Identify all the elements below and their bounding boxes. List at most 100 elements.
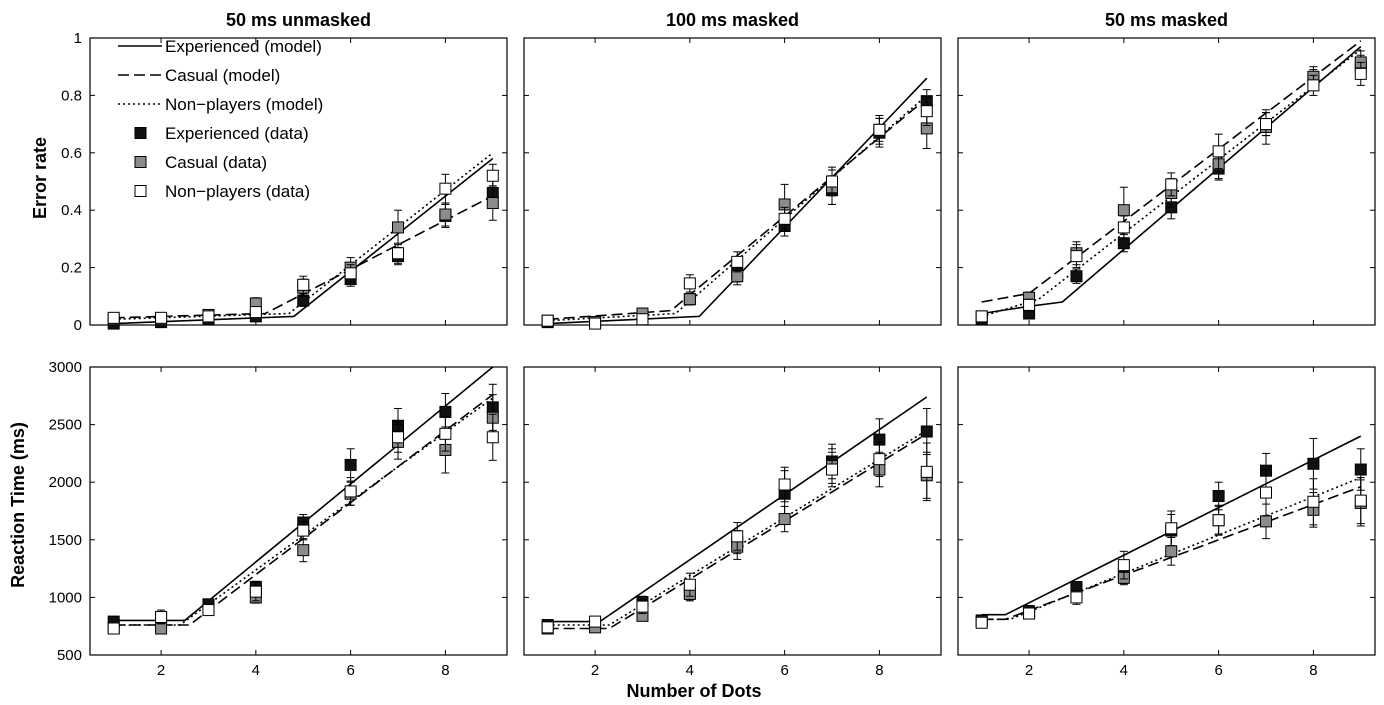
data-point-2	[344, 267, 357, 280]
data-point-2	[1354, 494, 1367, 507]
data-point-2	[683, 277, 696, 290]
data-point-1	[778, 513, 791, 526]
data-point-2	[344, 485, 357, 498]
data-point-2	[826, 463, 839, 476]
data-point-2	[778, 478, 791, 491]
y-tick-label: 500	[57, 647, 82, 664]
series-line-0	[981, 45, 1362, 315]
legend-marker-swatch	[134, 185, 147, 197]
data-point-2	[392, 247, 405, 260]
data-point-2	[975, 310, 988, 323]
x-tick-label: 8	[875, 662, 883, 679]
legend-label: Experienced (model)	[165, 37, 322, 56]
data-point-2	[392, 431, 405, 444]
data-point-0	[1354, 463, 1367, 476]
legend: Experienced (model) Casual (model) Non−pla…	[118, 37, 323, 201]
panel-r0-c2: 50 ms masked	[957, 10, 1376, 326]
x-tick-label: 6	[1214, 662, 1222, 679]
series-line-1	[547, 433, 928, 630]
x-tick-label: 6	[346, 662, 354, 679]
plot-frame	[523, 366, 942, 656]
data-point-0	[1070, 270, 1083, 283]
data-point-2	[1260, 486, 1273, 499]
series-line-2	[113, 397, 494, 626]
data-point-2	[486, 431, 499, 444]
panel-title: 100 ms masked	[666, 10, 799, 30]
x-tick-label: 2	[591, 662, 599, 679]
legend-label: Non−players (data)	[165, 182, 310, 201]
data-point-2	[589, 317, 602, 330]
y-tick-label: 1500	[49, 532, 82, 549]
data-point-2	[249, 306, 262, 319]
data-point-2	[589, 615, 602, 628]
data-point-2	[297, 524, 310, 537]
data-point-2	[920, 105, 933, 118]
data-point-1	[1260, 515, 1273, 528]
series-line-2	[981, 476, 1362, 621]
y-tick-label: 0.6	[61, 145, 82, 162]
legend-label: Casual (model)	[165, 66, 280, 85]
data-point-2	[202, 310, 215, 323]
data-point-0	[1307, 457, 1320, 470]
legend-item: Casual (data)	[134, 153, 267, 172]
y-tick-label: 1	[74, 30, 82, 47]
panels: 50 ms unmasked 0 0.2 0.4 0.6 0.8 1 100 ms maske…	[49, 10, 1376, 679]
data-point-1	[155, 622, 168, 635]
data-point-2	[636, 600, 649, 613]
panel-r0-c1: 100 ms masked	[523, 10, 942, 330]
data-point-2	[975, 616, 988, 629]
data-point-2	[541, 621, 554, 634]
data-point-1	[439, 208, 452, 221]
data-point-2	[439, 182, 452, 195]
data-point-2	[826, 175, 839, 188]
data-point-1	[392, 221, 405, 234]
legend-marker-swatch	[134, 127, 147, 139]
y-tick-label: 2500	[49, 417, 82, 434]
data-point-2	[1023, 298, 1036, 311]
data-point-2	[778, 212, 791, 225]
data-point-2	[1165, 178, 1178, 191]
legend-item: Non−players (model)	[118, 95, 323, 114]
series-line-2	[547, 429, 928, 626]
data-point-2	[1260, 118, 1273, 131]
y-tick-label: 0.4	[61, 202, 82, 219]
x-tick-label: 4	[1120, 662, 1128, 679]
data-point-2	[155, 610, 168, 623]
data-point-2	[107, 311, 120, 324]
x-tick-label: 6	[780, 662, 788, 679]
data-point-2	[636, 313, 649, 326]
data-point-2	[873, 453, 886, 466]
data-point-0	[920, 425, 933, 438]
y-tick-label: 3000	[49, 359, 82, 376]
data-point-2	[202, 604, 215, 617]
legend-item: Non−players (data)	[134, 182, 310, 201]
x-tick-label: 4	[686, 662, 694, 679]
y-axis-label-error-rate: Error rate	[30, 137, 50, 219]
series-line-0	[113, 157, 494, 325]
data-point-2	[1165, 522, 1178, 535]
legend-label: Non−players (model)	[165, 95, 323, 114]
legend-item: Experienced (model)	[118, 37, 322, 56]
legend-label: Casual (data)	[165, 153, 267, 172]
legend-marker-swatch	[134, 156, 147, 168]
series-line-0	[981, 435, 1362, 616]
data-point-2	[249, 585, 262, 598]
panel-r1-c1: 2 4 6 8	[523, 366, 942, 679]
data-point-2	[1212, 145, 1225, 158]
panel-r1-c2: 2 4 6 8	[957, 366, 1376, 679]
data-point-2	[155, 311, 168, 324]
data-point-2	[1023, 607, 1036, 620]
x-tick-label: 2	[157, 662, 165, 679]
data-point-2	[1354, 67, 1367, 80]
panel-r0-c0: 50 ms unmasked 0 0.2 0.4 0.6 0.8 1	[61, 10, 508, 334]
data-point-2	[297, 278, 310, 291]
data-point-2	[731, 530, 744, 543]
y-tick-label: 0.8	[61, 87, 82, 104]
legend-item: Experienced (data)	[134, 124, 309, 143]
plot-frame	[89, 37, 508, 326]
data-point-2	[683, 578, 696, 591]
y-tick-label: 1000	[49, 589, 82, 606]
x-tick-label: 8	[1309, 662, 1317, 679]
data-point-2	[1117, 221, 1130, 234]
